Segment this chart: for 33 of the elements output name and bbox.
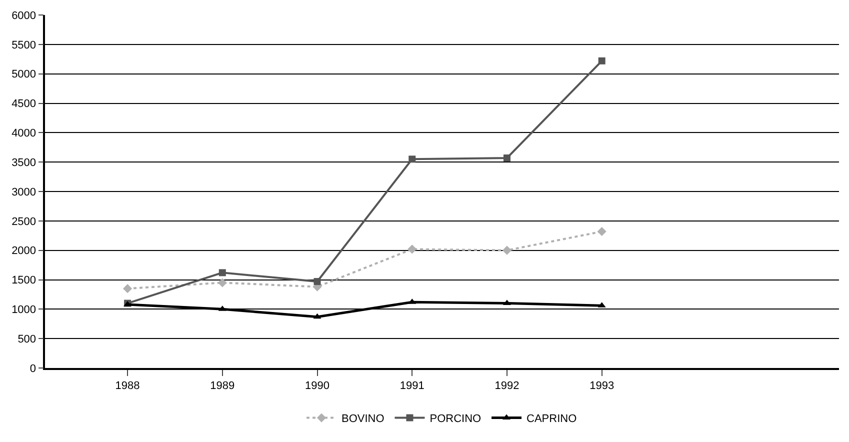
y-tick-label: 6000 bbox=[12, 10, 36, 22]
legend-label: PORCINO bbox=[430, 413, 482, 426]
point bbox=[408, 156, 416, 163]
y-tick-label: 4000 bbox=[12, 128, 36, 140]
x-tick-label: 1988 bbox=[115, 380, 140, 392]
x-tick-label: 1993 bbox=[590, 380, 614, 392]
point bbox=[313, 313, 322, 319]
y-tick-label: 2000 bbox=[12, 245, 36, 258]
y-tick-label: 4500 bbox=[12, 98, 36, 110]
y-tick-label: 3000 bbox=[12, 186, 36, 198]
point bbox=[408, 244, 417, 254]
x-tick-label: 1989 bbox=[210, 380, 235, 392]
point bbox=[314, 278, 321, 286]
point bbox=[218, 269, 226, 276]
y-tick-label: 1500 bbox=[12, 274, 36, 287]
x-tick-label: 1992 bbox=[494, 380, 520, 392]
point bbox=[503, 154, 510, 162]
y-tick-label: 2500 bbox=[12, 216, 36, 228]
y-tick-label: 3500 bbox=[12, 156, 36, 169]
legend-label: CAPRINO bbox=[526, 413, 578, 426]
x-tick-label: 1990 bbox=[305, 380, 330, 392]
x-tick-label: 1991 bbox=[400, 380, 424, 392]
legend-label: BOVINO bbox=[342, 413, 385, 426]
y-tick-label: 1000 bbox=[12, 304, 36, 316]
point bbox=[502, 246, 512, 255]
point bbox=[597, 226, 606, 236]
y-tick-label: 5500 bbox=[12, 39, 36, 52]
point bbox=[122, 284, 132, 294]
y-tick-label: 5000 bbox=[12, 68, 36, 81]
point bbox=[598, 57, 606, 64]
y-tick-label: 500 bbox=[18, 333, 36, 346]
point bbox=[218, 278, 227, 288]
y-tick-label: 0 bbox=[30, 362, 36, 375]
